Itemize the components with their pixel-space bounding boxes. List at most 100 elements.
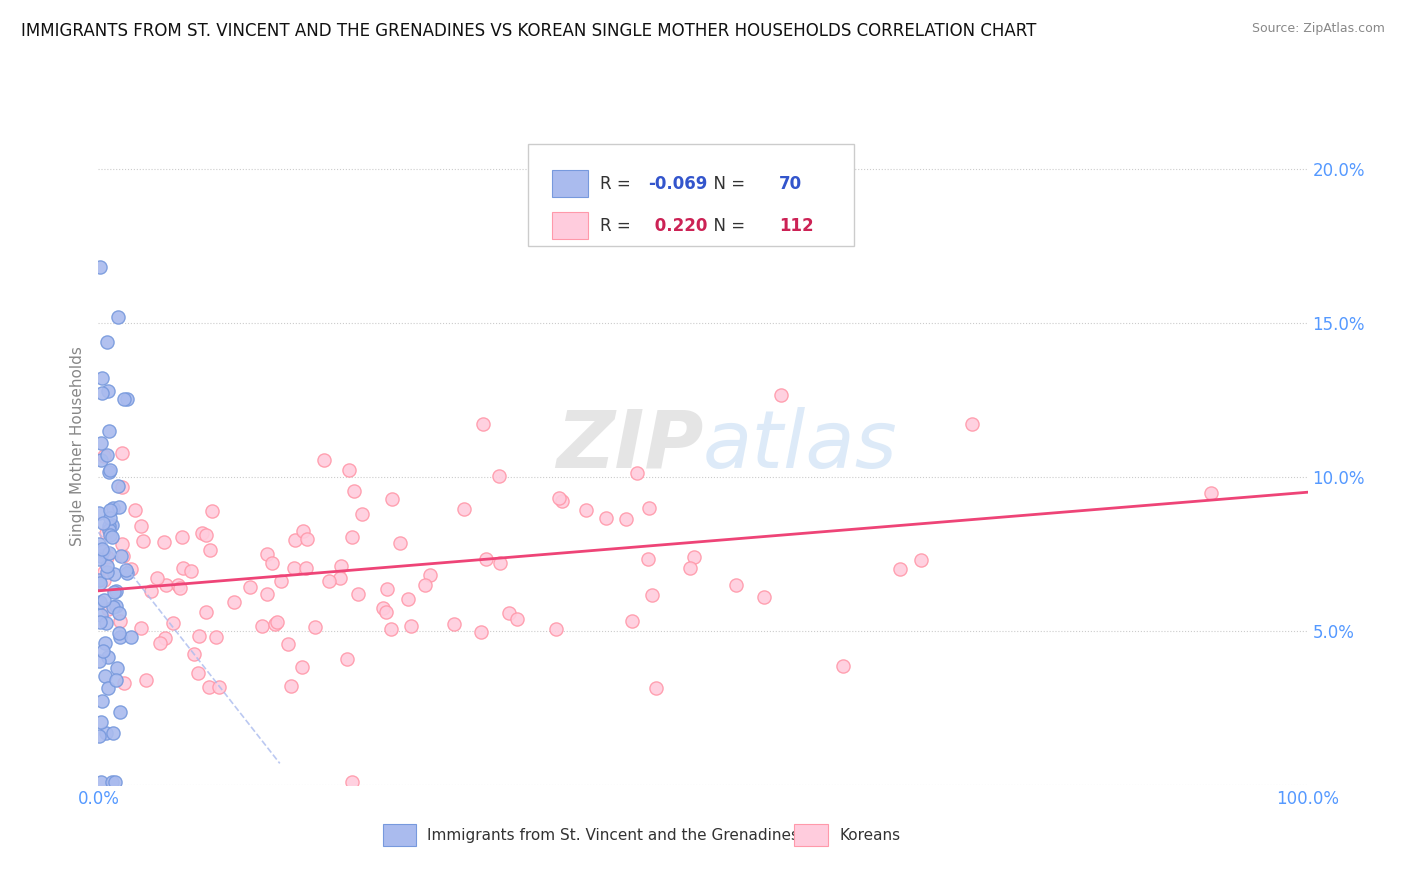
Point — [108, 706, 131, 720]
Point — [637, 501, 659, 516]
Point — [388, 536, 411, 550]
Point — [105, 584, 128, 599]
Point — [97, 602, 120, 616]
Point — [551, 494, 574, 508]
Point — [284, 533, 307, 547]
Point — [167, 578, 190, 592]
Point — [124, 503, 146, 517]
Point — [129, 622, 152, 636]
Point — [252, 619, 274, 633]
Point — [198, 680, 221, 694]
Point — [90, 549, 112, 563]
Point — [146, 571, 169, 585]
Point — [90, 542, 112, 557]
Point — [488, 468, 510, 483]
Point — [111, 445, 134, 459]
Point — [104, 599, 127, 614]
Point — [90, 453, 112, 467]
Text: R =: R = — [600, 175, 637, 193]
Point — [419, 567, 441, 582]
Point — [90, 694, 112, 708]
Point — [96, 335, 118, 350]
Point — [91, 544, 114, 558]
Point — [87, 654, 110, 668]
Text: ZIP: ZIP — [555, 407, 703, 485]
Text: 0.220: 0.220 — [648, 217, 707, 235]
Point — [295, 561, 318, 575]
Point — [318, 574, 340, 588]
FancyBboxPatch shape — [527, 145, 855, 246]
Point — [107, 661, 129, 675]
Point — [343, 484, 366, 499]
Text: N =: N = — [703, 175, 751, 193]
Point — [346, 587, 368, 601]
Y-axis label: Single Mother Households: Single Mother Households — [70, 346, 86, 546]
Point — [108, 606, 131, 620]
Point — [266, 615, 288, 630]
Point — [114, 563, 136, 577]
Point — [89, 615, 111, 629]
Point — [94, 726, 117, 740]
Point — [112, 392, 135, 406]
Point — [98, 463, 121, 477]
Point — [201, 504, 224, 518]
Point — [889, 561, 911, 575]
Point — [283, 561, 305, 575]
Point — [90, 436, 112, 450]
Point — [280, 679, 302, 693]
Point — [769, 387, 792, 401]
Point — [101, 501, 124, 516]
Point — [90, 775, 112, 789]
Point — [96, 449, 118, 463]
Point — [108, 500, 131, 514]
Point — [149, 635, 172, 649]
Point — [155, 632, 177, 646]
Point — [97, 650, 120, 665]
Point — [98, 523, 121, 537]
Point — [187, 629, 209, 643]
Point — [97, 384, 120, 398]
Point — [91, 516, 114, 530]
Point — [595, 510, 617, 524]
Point — [645, 681, 668, 695]
Point — [94, 526, 117, 541]
FancyBboxPatch shape — [382, 824, 416, 846]
Point — [93, 593, 115, 607]
Point — [342, 530, 364, 544]
Point — [89, 260, 111, 274]
Text: R =: R = — [600, 217, 637, 235]
Point — [471, 417, 494, 431]
Point — [90, 715, 112, 730]
Point — [396, 591, 419, 606]
Point — [270, 574, 292, 588]
Text: -0.069: -0.069 — [648, 175, 709, 193]
Point — [183, 648, 205, 662]
Point — [239, 581, 262, 595]
Point — [107, 310, 129, 325]
Point — [614, 512, 637, 526]
Point — [93, 643, 115, 657]
Point — [329, 558, 352, 573]
Point — [98, 503, 121, 517]
Point — [100, 530, 122, 544]
Point — [641, 588, 664, 602]
Point — [89, 537, 111, 551]
Point — [291, 524, 314, 539]
Point — [205, 630, 228, 644]
Point — [208, 680, 231, 694]
Point — [724, 578, 747, 592]
Point — [107, 626, 129, 640]
Point — [155, 578, 177, 592]
Point — [831, 659, 853, 673]
Point — [187, 666, 209, 681]
Text: N =: N = — [703, 217, 751, 235]
Point — [129, 519, 152, 533]
Point — [626, 466, 648, 480]
Point — [297, 532, 319, 546]
Point — [108, 614, 131, 628]
Point — [103, 726, 125, 740]
FancyBboxPatch shape — [551, 212, 588, 239]
Text: Koreans: Koreans — [839, 828, 901, 843]
Point — [683, 550, 706, 565]
Point — [350, 508, 373, 522]
